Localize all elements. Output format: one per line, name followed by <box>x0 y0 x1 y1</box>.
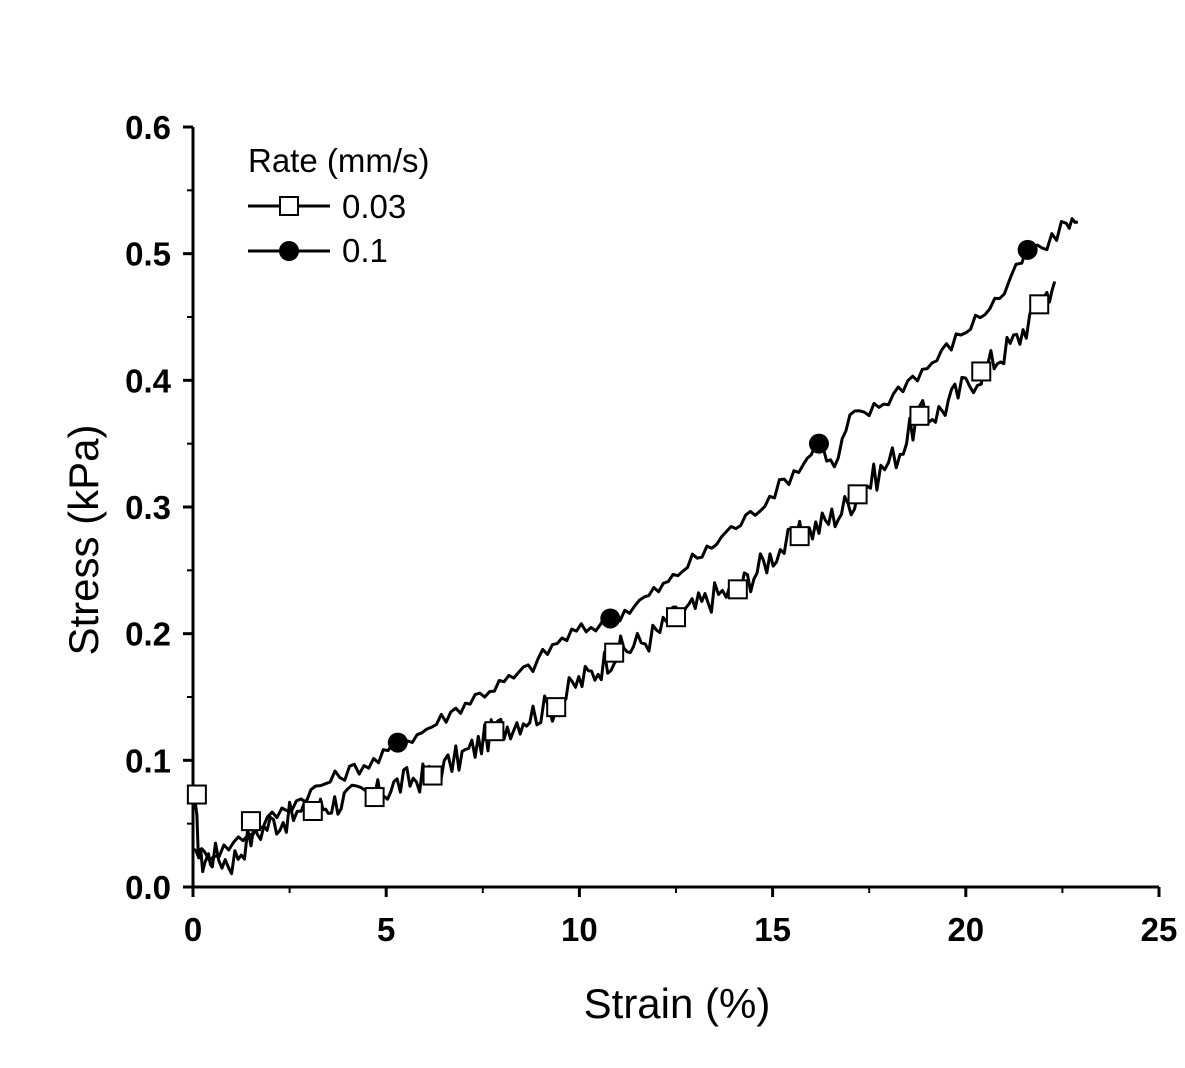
marker-0.1-0 <box>387 732 408 753</box>
y-tick-label-0.0: 0.0 <box>125 869 171 906</box>
marker-0.1-2 <box>808 433 829 454</box>
marker-0.03-3 <box>364 787 385 808</box>
series-line-0.1 <box>192 217 1079 862</box>
marker-0.03-7 <box>604 642 625 663</box>
markers-group <box>186 239 1050 832</box>
marker-0.03-5 <box>484 721 505 742</box>
y-tick-label-0.4: 0.4 <box>125 362 172 399</box>
marker-0.03-10 <box>789 526 810 547</box>
y-tick-label-0.6: 0.6 <box>125 109 171 146</box>
y-tick-label-0.1: 0.1 <box>125 742 171 779</box>
marker-0.03-0 <box>186 784 207 805</box>
legend-title: Rate (mm/s) <box>248 142 430 179</box>
marker-0.1-1 <box>600 608 621 629</box>
legend-marker-square <box>279 196 299 216</box>
legend-label-0.1: 0.1 <box>342 232 388 269</box>
x-tick-label-5: 5 <box>377 911 395 948</box>
legend-entry-0.1: 0.1 <box>248 232 388 269</box>
x-tick-label-0: 0 <box>184 911 202 948</box>
axes: 0 5 10 15 20 25 0.0 0.1 0.2 0.3 0.4 0.5 0.6 <box>125 109 1177 948</box>
x-tick-label-10: 10 <box>561 911 598 948</box>
y-tick-label-0.3: 0.3 <box>125 489 171 526</box>
marker-0.03-2 <box>302 801 323 821</box>
marker-0.03-12 <box>909 405 930 426</box>
x-tick-label-25: 25 <box>1141 911 1178 948</box>
marker-0.03-14 <box>1029 294 1050 315</box>
y-tick-label-0.2: 0.2 <box>125 616 171 653</box>
marker-0.03-4 <box>422 765 443 786</box>
x-tick-label-15: 15 <box>754 911 791 948</box>
marker-0.03-6 <box>546 697 567 718</box>
marker-0.1-3 <box>1017 239 1038 260</box>
marker-0.03-11 <box>847 484 868 505</box>
legend-entry-0.03: 0.03 <box>248 188 406 225</box>
marker-0.03-13 <box>971 361 992 382</box>
x-tick-label-20: 20 <box>947 911 984 948</box>
marker-0.03-8 <box>666 607 686 628</box>
marker-0.03-9 <box>727 579 748 600</box>
legend-marker-circle <box>279 241 299 261</box>
y-tick-label-0.5: 0.5 <box>125 236 171 273</box>
legend: Rate (mm/s) 0.03 0.1 <box>248 142 430 269</box>
marker-0.03-1 <box>240 811 261 832</box>
legend-label-0.03: 0.03 <box>342 188 406 225</box>
series-group <box>191 217 1079 876</box>
y-axis-title: Stress (kPa) <box>60 424 107 655</box>
x-axis-title: Strain (%) <box>584 980 771 1027</box>
